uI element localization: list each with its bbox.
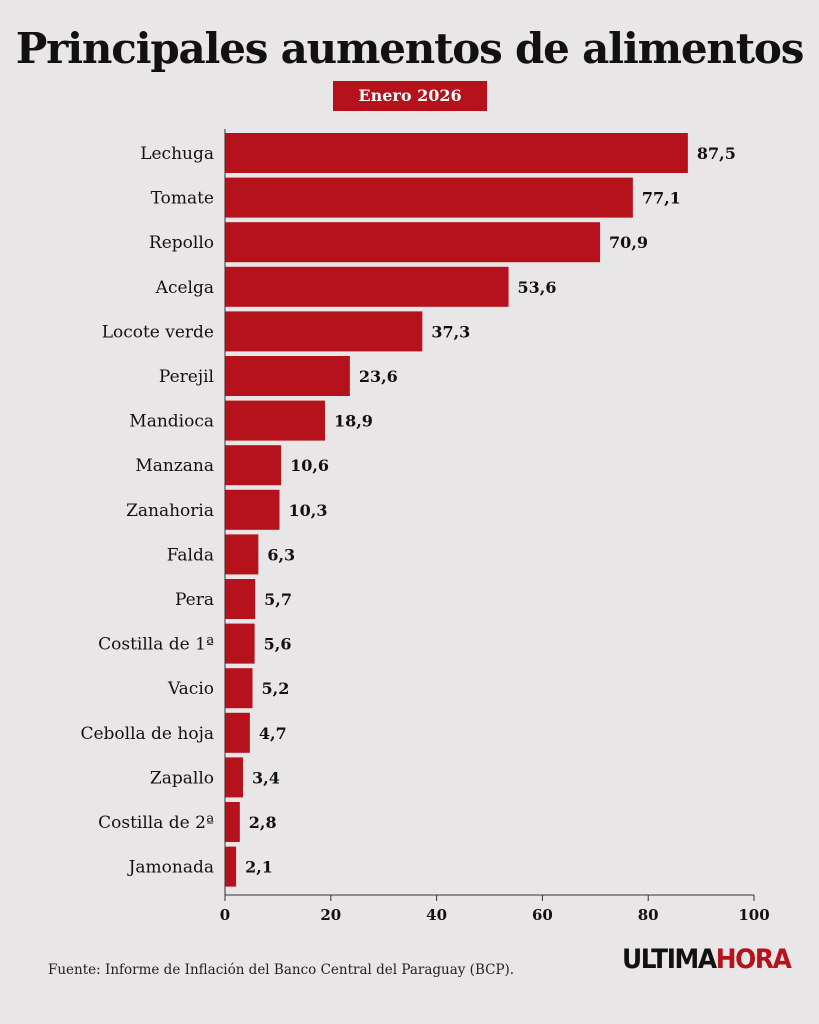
page-title: Principales aumentos de alimentos — [15, 24, 805, 73]
x-tick-label: 100 — [738, 906, 769, 924]
bar — [225, 266, 509, 307]
x-tick-label: 60 — [532, 906, 553, 924]
value-label: 18,9 — [334, 412, 373, 431]
labels-layer: Lechuga 87,5 Tomate 77,1 Repollo 70,9 Acelga 53… — [80, 144, 735, 878]
value-label: 2,1 — [245, 858, 273, 877]
category-label: Zapallo — [150, 768, 214, 788]
x-axis: 0 20 40 60 80 100 — [220, 129, 770, 924]
bar-chart: Lechuga 87,5 Tomate 77,1 Repollo 70,9 Acelga 53… — [80, 129, 770, 924]
category-label: Lechuga — [140, 144, 214, 164]
bar — [225, 534, 259, 575]
value-label: 5,6 — [264, 635, 292, 654]
category-label: Jamonada — [127, 858, 214, 878]
ultimahora-logo: ULTIMAHORA — [622, 944, 792, 975]
bar — [225, 356, 350, 396]
bar — [225, 623, 255, 664]
bar — [225, 311, 423, 352]
bar — [225, 489, 280, 530]
x-tick-label: 20 — [320, 906, 341, 924]
value-label: 10,6 — [290, 456, 329, 475]
category-label: Repollo — [149, 233, 214, 253]
category-label: Vacio — [167, 679, 214, 699]
category-label: Manzana — [135, 456, 214, 476]
x-tick-label: 0 — [220, 906, 230, 924]
bar — [225, 668, 253, 709]
bar — [225, 579, 256, 619]
bar — [225, 445, 282, 486]
category-label: Cebolla de hoja — [80, 724, 214, 744]
category-label: Acelga — [155, 278, 214, 298]
value-label: 3,4 — [252, 768, 280, 787]
logo-text-hora: HORA — [715, 944, 792, 975]
bar — [225, 133, 688, 173]
category-label: Costilla de 2ª — [98, 813, 214, 833]
value-label: 4,7 — [259, 724, 287, 743]
category-label: Locote verde — [102, 322, 214, 342]
value-label: 37,3 — [431, 322, 470, 341]
value-label: 10,3 — [288, 501, 327, 520]
value-label: 6,3 — [267, 545, 295, 564]
date-badge: Enero 2026 — [333, 81, 487, 111]
source-note: Fuente: Informe de Inflación del Banco C… — [48, 962, 515, 978]
logo-text-ultima: ULTIMA — [622, 944, 717, 975]
bar — [225, 177, 633, 218]
category-label: Mandioca — [129, 412, 214, 432]
value-label: 70,9 — [609, 233, 648, 252]
category-label: Costilla de 1ª — [98, 635, 214, 655]
category-label: Pera — [175, 590, 214, 610]
bars-layer — [225, 133, 688, 887]
value-label: 87,5 — [697, 144, 736, 163]
bar — [225, 712, 250, 753]
value-label: 2,8 — [249, 813, 277, 832]
bar — [225, 802, 240, 842]
category-label: Zanahoria — [126, 501, 214, 521]
value-label: 5,7 — [264, 590, 292, 609]
category-label: Tomate — [151, 189, 214, 209]
x-tick-label: 80 — [638, 906, 659, 924]
bar — [225, 222, 601, 263]
value-label: 77,1 — [642, 189, 681, 208]
bar — [225, 400, 325, 441]
category-label: Falda — [167, 545, 214, 565]
value-label: 53,6 — [518, 278, 557, 297]
value-label: 23,6 — [359, 367, 398, 386]
bar — [225, 757, 243, 798]
value-label: 5,2 — [262, 679, 290, 698]
bar — [225, 846, 237, 887]
category-label: Perejil — [159, 367, 214, 387]
x-tick-label: 40 — [426, 906, 447, 924]
